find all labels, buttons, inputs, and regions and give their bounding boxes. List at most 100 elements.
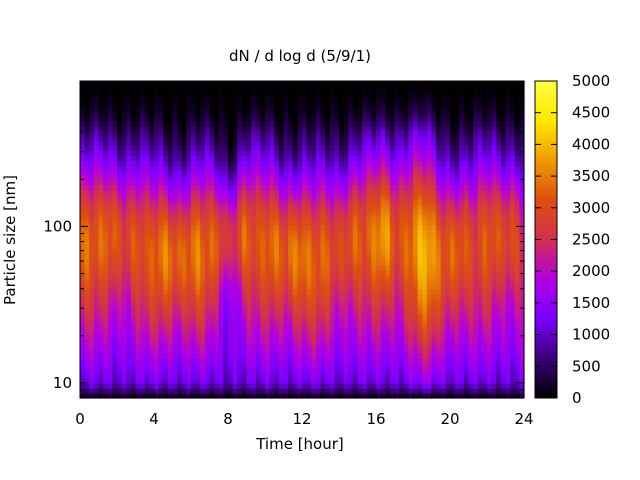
heatmap-cell — [177, 175, 183, 181]
heatmap-cell — [339, 293, 345, 300]
heatmap-cell — [167, 323, 174, 330]
heatmap-cell — [154, 244, 160, 250]
heatmap-cell — [288, 110, 294, 117]
heatmap-cell — [241, 363, 248, 369]
heatmap-cell — [255, 130, 261, 137]
heatmap-cell — [112, 170, 118, 176]
heatmap-cell — [255, 323, 261, 330]
heatmap-cell — [223, 378, 229, 384]
heatmap-cell — [311, 338, 317, 345]
heatmap-cell — [195, 289, 201, 295]
heatmap-cell — [140, 209, 146, 216]
heatmap-cell — [306, 165, 312, 171]
heatmap-cell — [186, 85, 192, 92]
heatmap-cell — [376, 175, 382, 181]
heatmap-cell — [422, 204, 428, 211]
heatmap-cell — [158, 303, 164, 310]
heatmap-cell — [84, 264, 90, 270]
heatmap-cell — [362, 165, 368, 171]
heatmap-cell — [426, 115, 433, 122]
heatmap-cell — [121, 150, 127, 156]
heatmap-cell — [112, 269, 118, 275]
heatmap-cell — [394, 95, 400, 102]
heatmap-cell — [366, 249, 372, 255]
heatmap-cell — [117, 343, 123, 350]
heatmap-cell — [408, 323, 414, 330]
heatmap-cell — [422, 199, 428, 206]
heatmap-cell — [140, 81, 146, 87]
heatmap-cell — [292, 224, 298, 231]
heatmap-cell — [154, 140, 160, 146]
heatmap-cell — [385, 100, 391, 107]
heatmap-cell — [408, 284, 414, 290]
heatmap-cell — [117, 264, 123, 270]
heatmap-cell — [302, 353, 308, 359]
heatmap-cell — [232, 160, 238, 166]
heatmap-cell — [177, 313, 183, 320]
heatmap-cell — [80, 130, 86, 137]
heatmap-cell — [265, 328, 271, 335]
heatmap-cell — [181, 383, 187, 389]
heatmap-cell — [117, 269, 123, 275]
heatmap-cell — [311, 90, 317, 97]
heatmap-cell — [130, 150, 137, 156]
heatmap-cell — [436, 378, 442, 384]
heatmap-cell — [348, 219, 354, 226]
heatmap-cell — [200, 110, 206, 117]
heatmap-cell — [209, 214, 215, 221]
heatmap-cell — [348, 175, 354, 181]
heatmap-cell — [195, 175, 201, 181]
heatmap-cell — [274, 318, 280, 325]
heatmap-cell — [172, 353, 178, 359]
heatmap-cell — [84, 338, 90, 345]
heatmap-cell — [265, 110, 271, 117]
heatmap-cell — [348, 110, 354, 117]
heatmap-cell — [154, 353, 160, 359]
heatmap-cell — [149, 160, 155, 166]
heatmap-cell — [385, 110, 391, 117]
heatmap-cell — [362, 323, 368, 330]
heatmap-cell — [167, 284, 174, 290]
heatmap-cell — [283, 165, 289, 171]
heatmap-cell — [278, 219, 285, 226]
heatmap-cell — [348, 313, 354, 320]
heatmap-cell — [112, 373, 118, 379]
heatmap-cell — [191, 209, 197, 216]
heatmap-cell — [121, 145, 127, 151]
heatmap-cell — [158, 368, 164, 374]
heatmap-cell — [103, 328, 109, 335]
heatmap-cell — [394, 110, 400, 117]
heatmap-cell — [246, 308, 252, 315]
heatmap-cell — [436, 165, 442, 171]
heatmap-cell — [413, 115, 419, 122]
heatmap-cell — [103, 358, 109, 364]
heatmap-cell — [260, 189, 266, 196]
heatmap-cell — [158, 95, 164, 102]
heatmap-cell — [167, 209, 174, 216]
heatmap-cell — [352, 293, 359, 300]
heatmap-cell — [103, 348, 109, 355]
heatmap-cell — [269, 125, 275, 132]
heatmap-cell — [177, 81, 183, 87]
heatmap-cell — [311, 165, 317, 171]
heatmap-cell — [214, 274, 220, 280]
heatmap-cell — [297, 279, 303, 285]
heatmap-cell — [306, 219, 312, 226]
heatmap-cell — [214, 254, 220, 260]
heatmap-cell — [348, 145, 354, 151]
heatmap-cell — [93, 264, 100, 270]
heatmap-cell — [200, 259, 206, 265]
heatmap-cell — [144, 115, 150, 122]
heatmap-cell — [241, 145, 248, 151]
heatmap-cell — [394, 185, 400, 191]
heatmap-cell — [107, 224, 113, 231]
heatmap-cell — [204, 110, 211, 117]
heatmap-cell — [107, 269, 113, 275]
heatmap-cell — [380, 279, 386, 285]
heatmap-cell — [315, 145, 322, 151]
heatmap-cell — [362, 160, 368, 166]
heatmap-cell — [352, 264, 359, 270]
heatmap-cell — [191, 373, 197, 379]
heatmap-cell — [371, 90, 377, 97]
heatmap-cell — [265, 333, 271, 340]
